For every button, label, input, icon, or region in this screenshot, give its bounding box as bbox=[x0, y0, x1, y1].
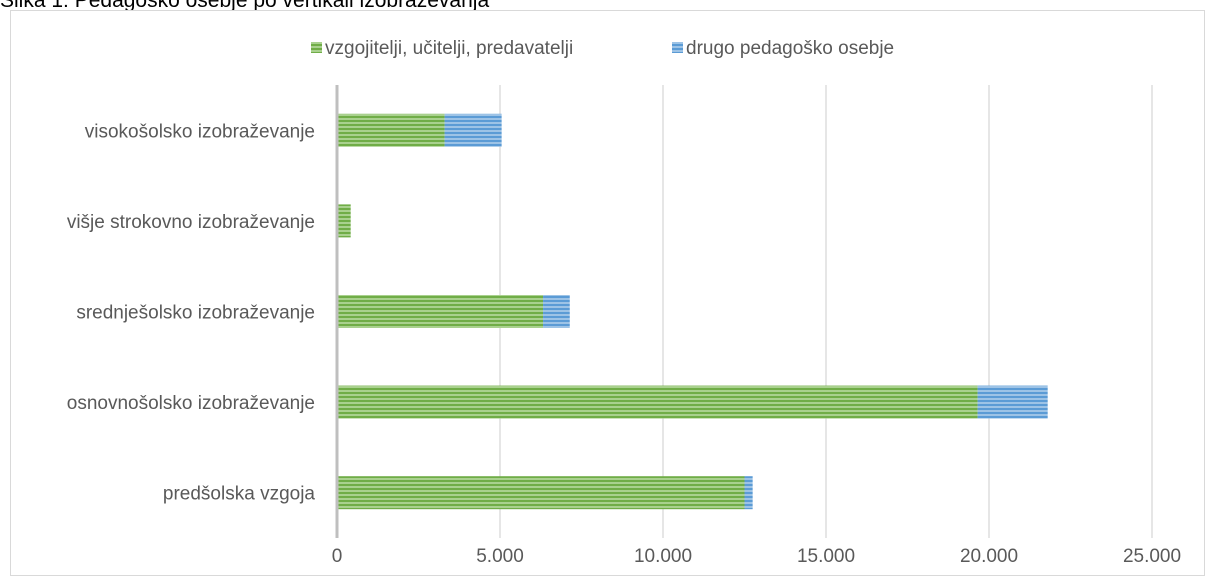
bar-segment bbox=[337, 204, 351, 238]
legend: vzgojitelji, učitelji, predavatelji drugo… bbox=[311, 38, 894, 59]
x-axis: 0 5.000 10.000 15.000 20.000 25.000 bbox=[332, 85, 1181, 567]
figure-caption: Slika 1: Pedagoško osebje po vertikali i… bbox=[0, 0, 490, 12]
bar-segment bbox=[337, 476, 745, 510]
gridlines bbox=[499, 85, 1153, 538]
x-tick-label: 10.000 bbox=[634, 546, 692, 567]
category-label: visokošolsko izobraževanje bbox=[85, 121, 315, 142]
x-tick-label: 5.000 bbox=[476, 546, 524, 567]
category-labels: predšolska vzgoja osnovnošolsko izobražev… bbox=[67, 121, 316, 504]
legend-swatch bbox=[311, 42, 322, 53]
bar-segment bbox=[744, 476, 753, 510]
legend-label: drugo pedagoško osebje bbox=[686, 38, 894, 59]
x-tick-label: 20.000 bbox=[960, 546, 1018, 567]
legend-swatch bbox=[672, 42, 683, 53]
bar-segment bbox=[444, 113, 502, 147]
category-label: osnovnošolsko izobraževanje bbox=[67, 393, 315, 414]
bar-segment bbox=[337, 385, 978, 419]
category-label: srednješolsko izobraževanje bbox=[76, 303, 315, 324]
category-label: predšolska vzgoja bbox=[163, 484, 316, 505]
bar-segment bbox=[337, 113, 445, 147]
bar-segment bbox=[543, 295, 570, 328]
x-tick-label: 25.000 bbox=[1123, 546, 1181, 567]
x-tick-label: 15.000 bbox=[797, 546, 855, 567]
bar-segment bbox=[337, 295, 544, 328]
bar-segment bbox=[977, 385, 1048, 419]
bar-group bbox=[337, 113, 1048, 510]
legend-label: vzgojitelji, učitelji, predavatelji bbox=[325, 38, 573, 59]
x-tick-label: 0 bbox=[332, 546, 343, 567]
category-label: višje strokovno izobraževanje bbox=[67, 212, 315, 233]
